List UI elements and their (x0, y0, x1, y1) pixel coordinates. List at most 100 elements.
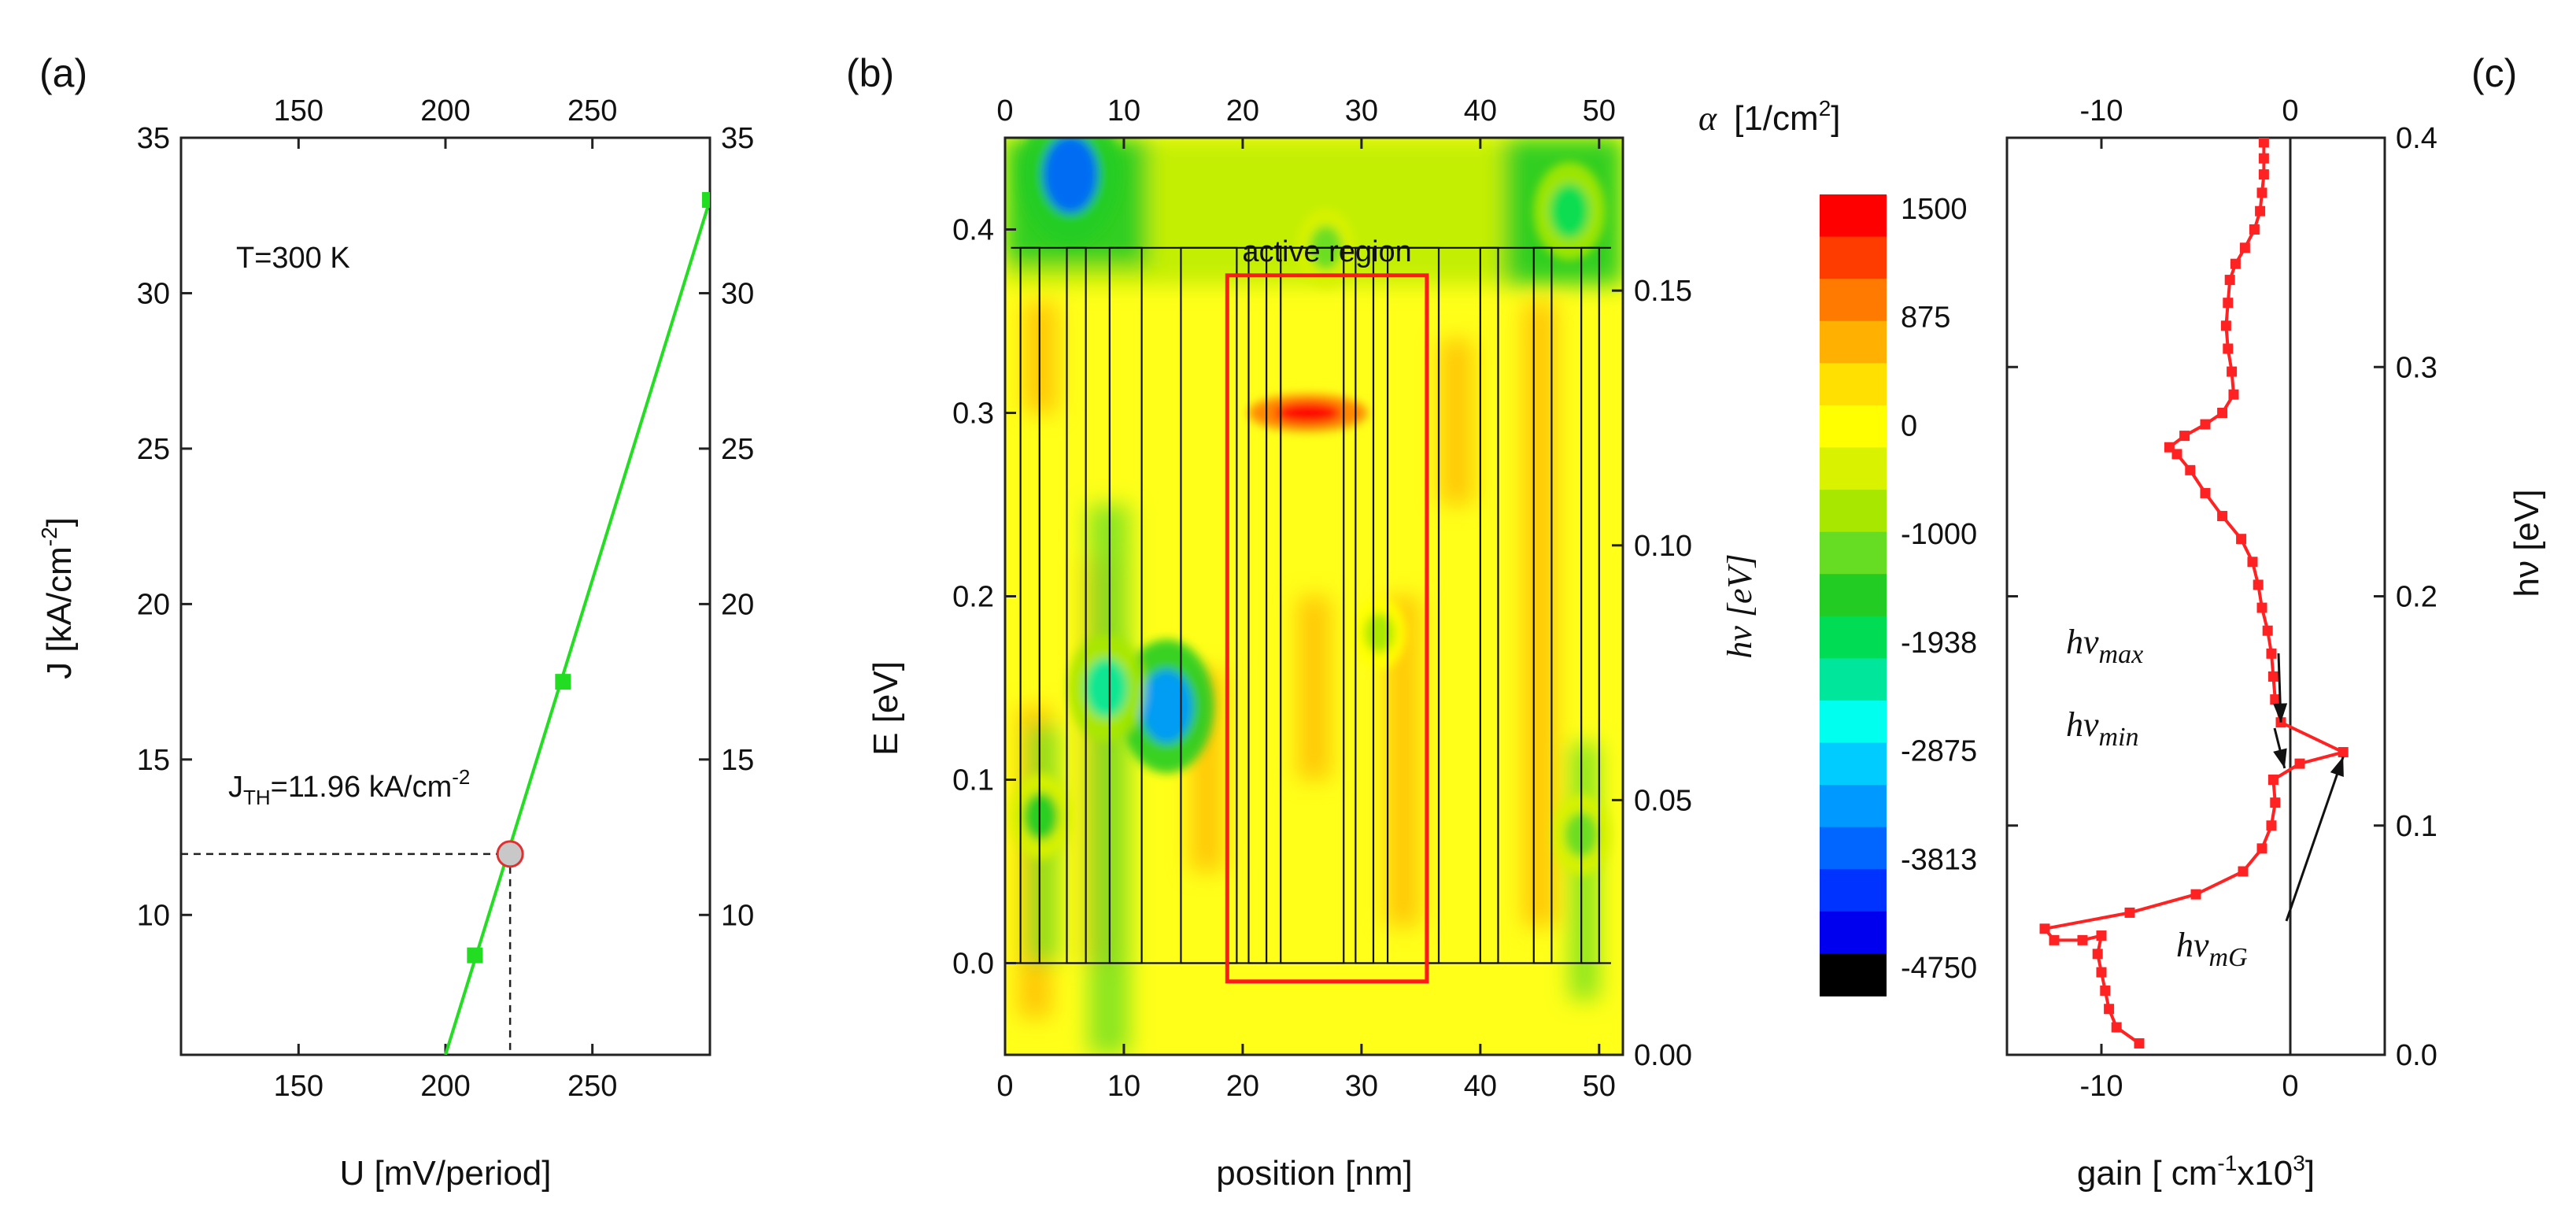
panel-b: (b) active region 0 0 10 10 20 20 30 30 40 40 50 50… (846, 51, 1759, 1193)
panel-a-label: (a) (39, 51, 87, 95)
heatmap-feature-layer (1009, 138, 1612, 876)
panel-a-frame (179, 136, 711, 1056)
colorbar-swatch (1820, 953, 1887, 997)
c-data-point (2230, 258, 2241, 269)
colorbar-title-sup: 2 (1819, 96, 1831, 120)
colorbar-swatch (1820, 279, 1887, 322)
c-data-point (2164, 442, 2175, 453)
b-xtick-label-top: 50 (1583, 94, 1616, 128)
c-data-point (2256, 843, 2267, 854)
panel-b-barriers (1011, 246, 1611, 964)
heatmap-feature (1042, 138, 1099, 214)
a-ytick-label-left: 20 (137, 588, 170, 621)
colorbar-swatch (1820, 616, 1887, 660)
a-data-point (555, 674, 571, 690)
colorbar-swatch (1820, 194, 1887, 238)
heatmap-streak (1297, 596, 1331, 780)
colorbar-swatch (1820, 405, 1887, 449)
c-xtick-label-top: -10 (2080, 94, 2123, 128)
c-data-point (2200, 419, 2211, 430)
b-ytick-label-left: 0.4 (952, 214, 994, 247)
c-annotation-arrowhead (2273, 703, 2288, 723)
heatmap-streak (1024, 302, 1058, 413)
c-ytick-label-right: 0.1 (2396, 810, 2437, 843)
c-annotation-sub: mG (2209, 943, 2248, 972)
panel-b-label: (b) (846, 51, 894, 95)
c-data-point (2223, 298, 2234, 309)
c-data-point (2266, 648, 2277, 659)
colorbar-tick-label: 0 (1901, 409, 1917, 442)
a-ytick-label-right: 35 (721, 122, 754, 155)
c-data-point (2224, 275, 2235, 286)
b-xtick-label-bottom: 30 (1345, 1070, 1378, 1103)
colorbar-swatch (1820, 236, 1887, 279)
panel-c-ticks: -10 -10 0 0 0.0 0.1 0.2 0.3 0.4 (2007, 94, 2437, 1103)
colorbar-swatches (1820, 194, 1887, 997)
c-data-point (2228, 389, 2239, 400)
panel-b-xlabel: position [nm] (1216, 1154, 1412, 1193)
panel-c-xlabel-sup2: 3 (2293, 1151, 2305, 1175)
heatmap-feature (1274, 402, 1341, 424)
a-ytick-label-right: 10 (721, 899, 754, 932)
panel-c-label: (c) (2471, 51, 2517, 95)
c-data-point (2077, 934, 2088, 945)
panel-a-ylabel-text: J [kA/cm (40, 546, 79, 679)
c-xtick-label-top: 0 (2282, 94, 2298, 128)
a-data-point (702, 191, 710, 208)
threshold-j-value: =11.96 kA/cm (271, 771, 453, 804)
b-ytick-label-left: 0.3 (952, 398, 994, 431)
c-annotation-arrow (2285, 756, 2345, 922)
c-annotation-main: hν (2066, 705, 2099, 744)
colorbar-swatch (1820, 574, 1887, 617)
colorbar-swatch (1820, 827, 1887, 871)
c-data-point (2100, 985, 2111, 996)
c-data-point (2217, 511, 2228, 522)
active-region-label: active region (1242, 235, 1411, 268)
c-data-point (2223, 343, 2234, 354)
colorbar-tick-label: -1000 (1901, 518, 1977, 551)
colorbar-swatch (1820, 658, 1887, 701)
panel-a: (a) 150 150 200 200 250 250 10 10 15 15 20 20 25 25 30… (37, 51, 754, 1193)
colorbar-swatch (1820, 911, 1887, 955)
c-data-point (2179, 431, 2190, 442)
a-ytick-label-left: 30 (137, 277, 170, 310)
colorbar-swatch (1820, 742, 1887, 786)
a-ytick-label-left: 15 (137, 744, 170, 777)
c-data-point (2267, 775, 2278, 785)
c-annotation-label: hνmax (2066, 623, 2143, 669)
c-data-point (2238, 866, 2249, 877)
c-data-point (2338, 747, 2349, 758)
c-data-point (2096, 967, 2107, 978)
heatmap-feature (1022, 792, 1059, 841)
a-xtick-label-bottom: 150 (274, 1070, 323, 1103)
panel-a-ylabel-close: ] (40, 517, 79, 527)
a-ytick-label-left: 35 (137, 122, 170, 155)
c-annotation-sub: min (2099, 723, 2139, 752)
colorbar-swatch (1820, 490, 1887, 533)
a-ytick-label-left: 10 (137, 899, 170, 932)
c-data-point (2258, 153, 2269, 164)
panel-c-ylabel: hν [eV] (2508, 490, 2546, 597)
panel-a-annotation-temperature: T=300 K (236, 242, 350, 275)
panel-a-ticks: 150 150 200 200 250 250 10 10 15 15 20 20 25 25 30 30 35… (137, 94, 755, 1103)
panel-c-xlabel-close: ] (2305, 1154, 2315, 1193)
colorbar-tick-label: -3813 (1901, 843, 1977, 876)
heatmap-feature (1140, 669, 1193, 744)
c-annotation-main: hν (2176, 926, 2209, 964)
c-data-point (2227, 366, 2238, 377)
c-data-point (2236, 534, 2247, 545)
c-data-point (2267, 671, 2278, 682)
b-ytick-label-left: 0.1 (952, 764, 994, 797)
b-ytick-label-right: 0.05 (1634, 784, 1692, 817)
b-ytick-label-right: 0.10 (1634, 530, 1692, 563)
b-xtick-label-top: 20 (1226, 94, 1259, 128)
colorbar-title-close: ] (1831, 99, 1840, 138)
colorbar-tick-label: -2875 (1901, 735, 1977, 768)
c-annotation-label: hνmG (2176, 926, 2248, 972)
panel-a-plot (181, 191, 710, 1055)
threshold-j-superscript: -2 (452, 765, 470, 789)
b-xtick-label-bottom: 0 (996, 1070, 1013, 1103)
a-data-point (467, 947, 483, 964)
